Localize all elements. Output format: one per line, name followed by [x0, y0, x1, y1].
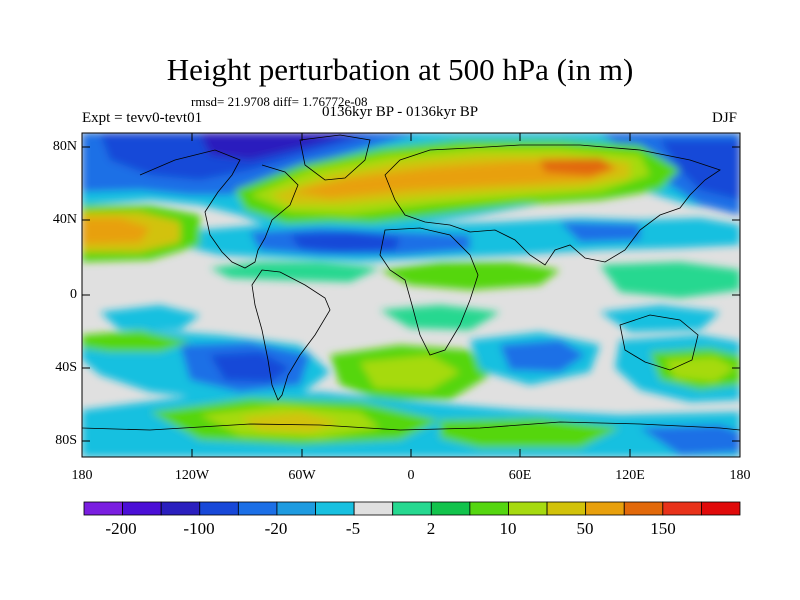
field-region [600, 305, 720, 332]
colorbar-label: -5 [345, 519, 361, 538]
field-region [290, 232, 400, 252]
field-region [380, 305, 500, 330]
colorbar-label: -200 [105, 519, 137, 538]
colorbar-swatch [276, 501, 316, 516]
axis-ticks [81, 133, 741, 457]
field-region [82, 218, 150, 244]
field-region [210, 262, 380, 282]
lon-label-120e: 120E [615, 468, 645, 483]
period-label: 0136kyr BP - 0136kyr BP [322, 104, 479, 120]
colorbar-swatch [469, 501, 509, 516]
field-region [500, 340, 585, 372]
coastline-greenland [299, 134, 371, 181]
coastline-antarctica [82, 421, 740, 431]
coastline-australia [619, 314, 699, 371]
colorbar-swatch [546, 501, 587, 516]
colorbar-swatch [315, 501, 355, 516]
colorbar-swatch [122, 501, 162, 516]
colorbar-swatch [237, 501, 278, 516]
colorbar-label: 10 [499, 519, 517, 538]
colorbar-swatch [662, 501, 702, 516]
field-region [380, 262, 560, 290]
colorbar-label: -20 [264, 519, 288, 538]
experiment-label: Expt = tevv0-tevt01 [82, 110, 203, 126]
field-region [360, 355, 460, 390]
height-field [82, 133, 740, 457]
colorbar-label: -100 [183, 519, 215, 538]
colorbar-swatch [83, 501, 123, 516]
field-region [240, 412, 340, 432]
colorbar-swatch [160, 501, 201, 516]
stats-annotation: rmsd= 21.9708 diff= 1.76772e-08 [191, 94, 368, 109]
lat-label-80s: 80S [55, 433, 77, 448]
lon-label-0: 0 [407, 468, 415, 483]
coastline-south-america [251, 269, 331, 401]
field-region [82, 330, 190, 352]
field-region [665, 357, 735, 382]
lon-label-120w: 120W [174, 468, 210, 483]
colorbar-swatch [623, 501, 664, 516]
lon-label-60e: 60E [508, 468, 532, 483]
colorbar-label: 50 [576, 519, 594, 538]
colorbar-swatch [508, 501, 548, 516]
field-region [560, 222, 640, 242]
colorbar-swatch [585, 501, 625, 516]
field-region [100, 305, 200, 330]
field-region [540, 158, 615, 176]
coastline-north-america [139, 149, 299, 269]
coastline-europe-asia [384, 144, 721, 266]
field-region [440, 418, 620, 448]
colorbar-swatch [430, 501, 471, 516]
colorbar-swatch [701, 501, 741, 516]
lat-label-40n: 40N [52, 212, 77, 227]
season-label: DJF [712, 110, 738, 126]
field-region [290, 160, 620, 198]
lat-label-0: 0 [70, 287, 77, 302]
lat-label-80n: 80N [52, 139, 77, 154]
colorbar-swatch [353, 501, 394, 516]
colorbar-label: 150 [650, 519, 676, 538]
colorbar-swatch [392, 501, 432, 516]
lon-label-60w: 60W [288, 468, 316, 483]
lon-label-180e: 180 [729, 468, 751, 483]
coastlines [82, 134, 740, 431]
colorbar [83, 501, 741, 516]
lat-label-40s: 40S [55, 360, 77, 375]
plot-title: Height perturbation at 500 hPa (in m) [166, 52, 634, 87]
colorbar-swatch [199, 501, 239, 516]
coastline-africa [379, 227, 479, 356]
field-region [660, 140, 740, 200]
field-region [640, 425, 740, 455]
field-region [600, 262, 740, 298]
field-region [200, 133, 360, 160]
colorbar-label: 2 [426, 519, 436, 538]
lon-label-180w: 180 [71, 468, 93, 483]
